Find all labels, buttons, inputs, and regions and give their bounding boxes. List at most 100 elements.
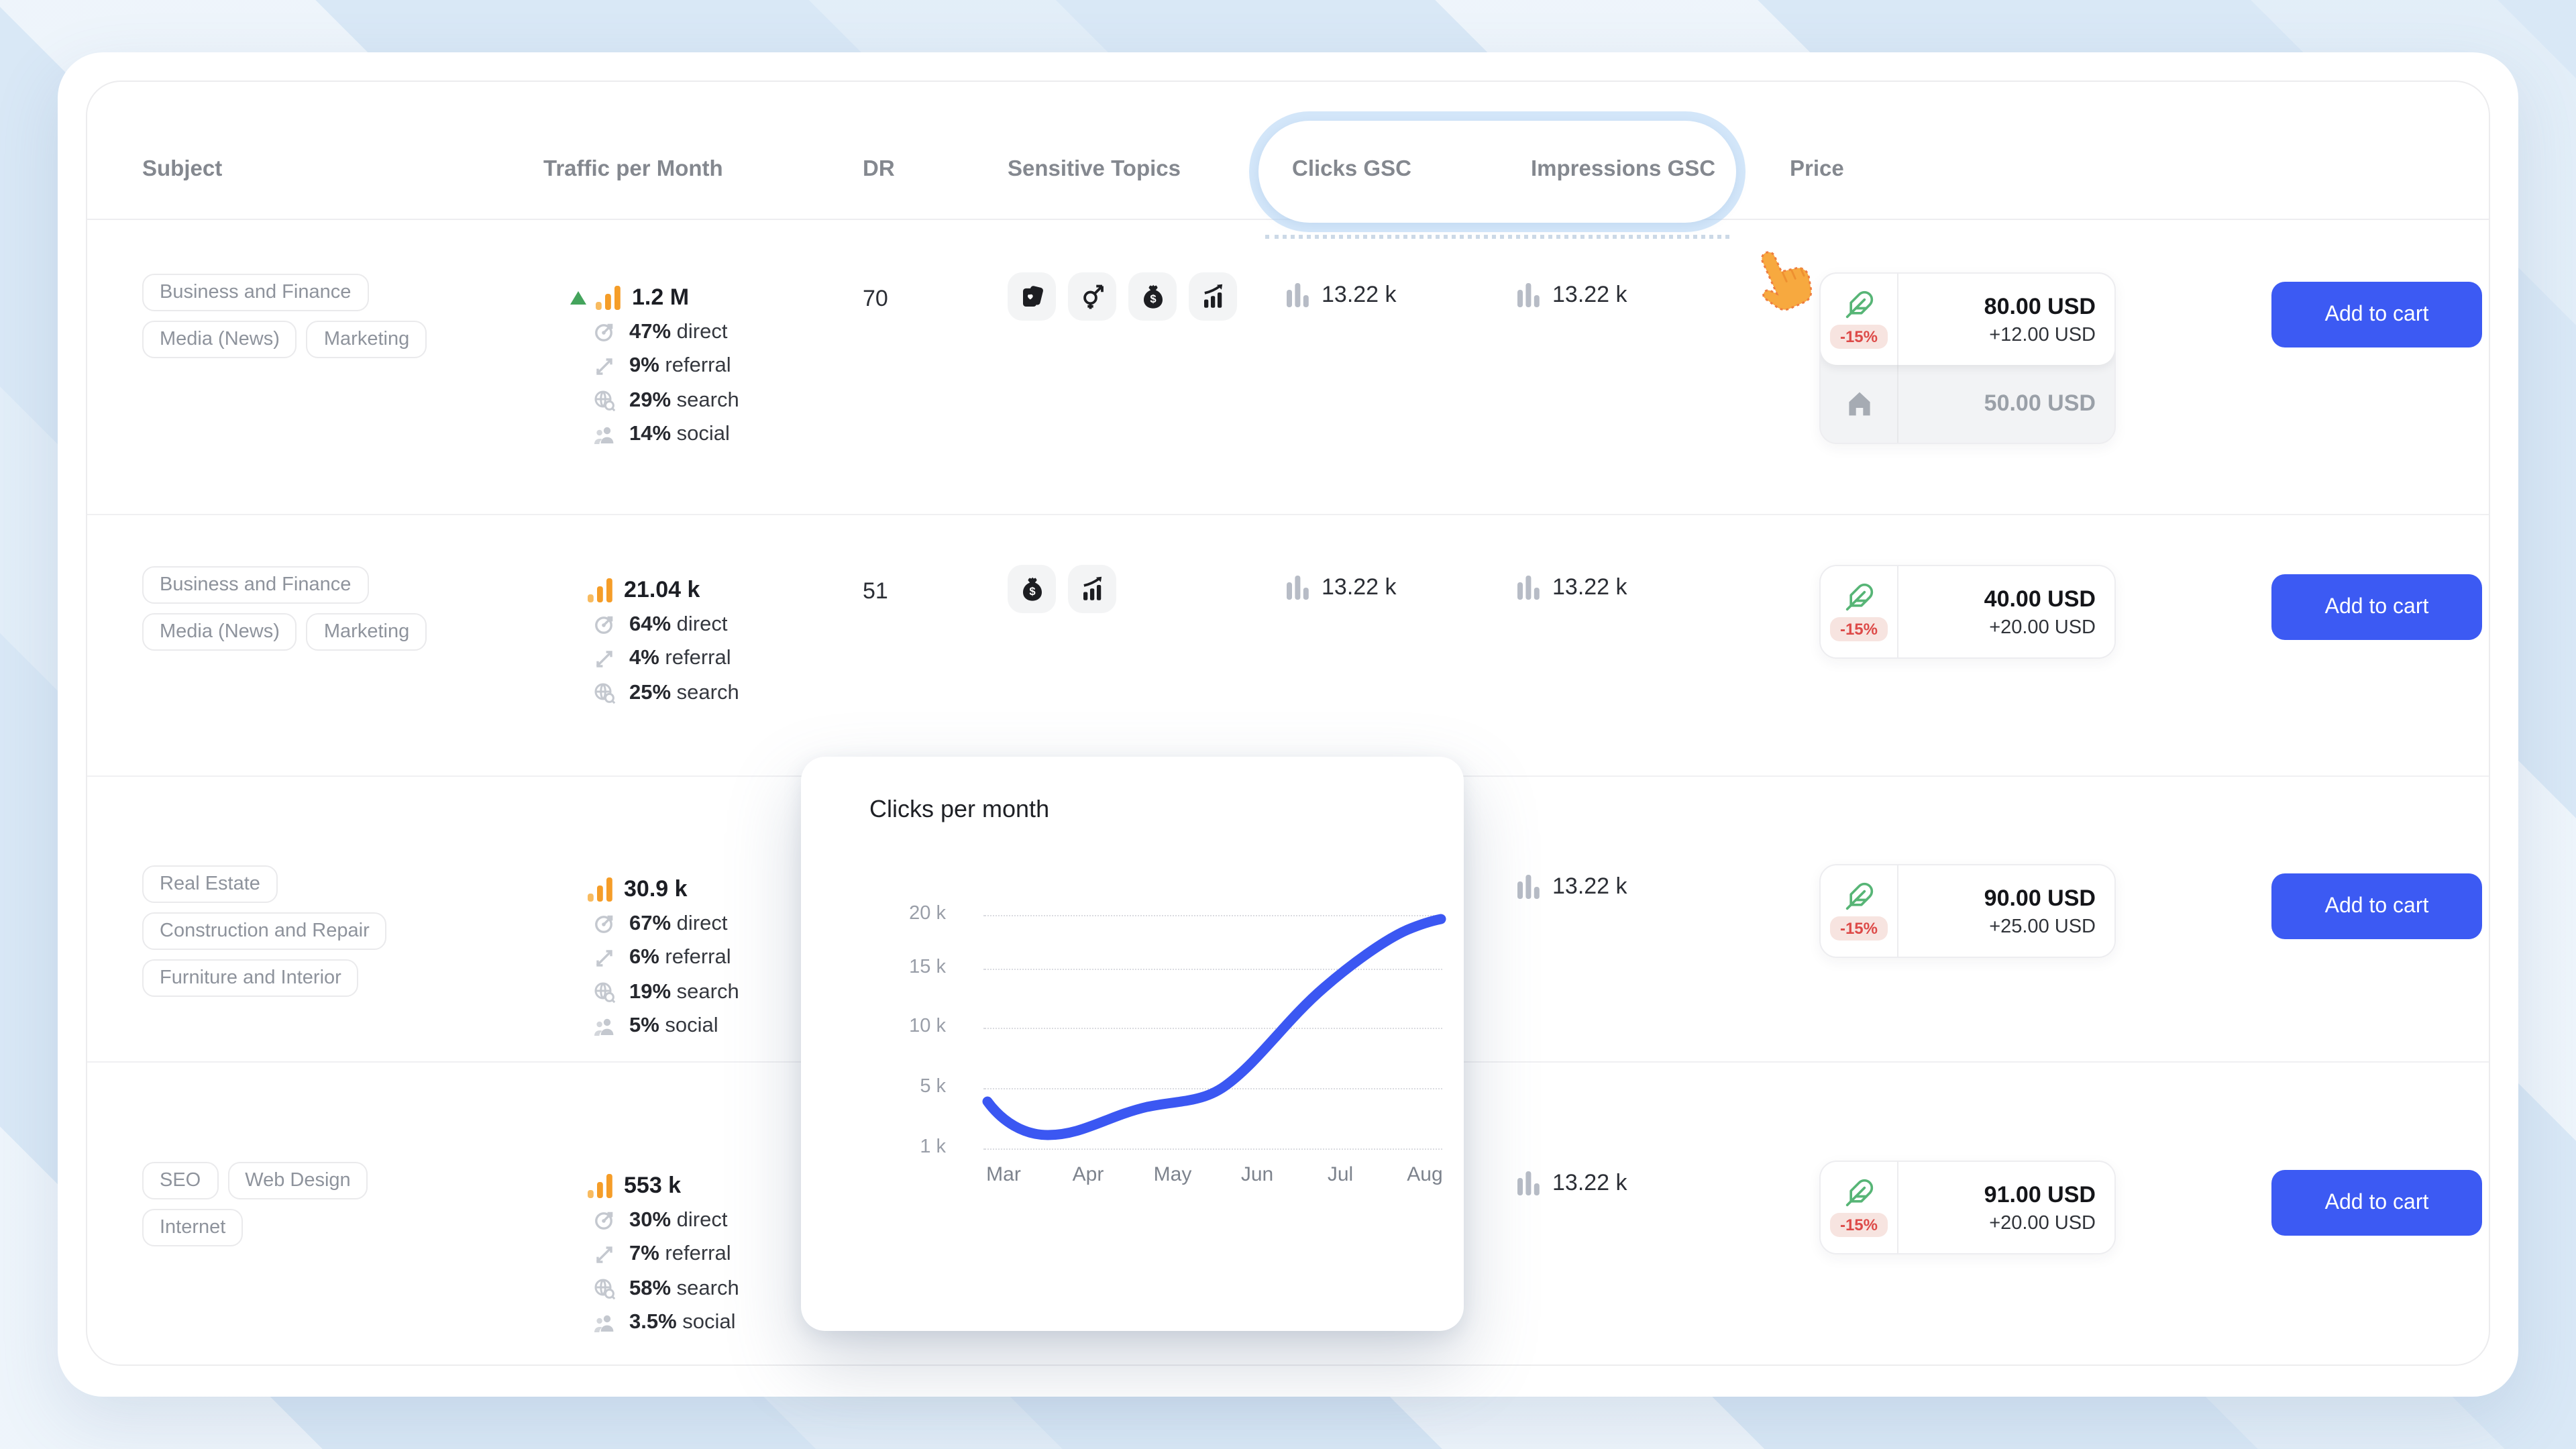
header-subject: Subject — [142, 157, 223, 181]
feather-icon — [1845, 882, 1873, 910]
impressions-gsc-value: 13.22 k — [1504, 1063, 1772, 1364]
tag[interactable]: Furniture and Interior — [142, 959, 359, 997]
price-extra: +20.00 USD — [1989, 616, 2096, 638]
traffic-source: 5% social — [629, 1014, 718, 1038]
table-row: Real Estate Construction and Repair Furn… — [87, 775, 2489, 1061]
price-card[interactable]: -15% 80.00 USD +12.00 USD 50.00 USD — [1819, 272, 2116, 444]
x-tick: Jun — [1240, 1163, 1274, 1186]
traffic-source: 67% direct — [629, 912, 728, 935]
table-row: Business and Finance Media (News) Market… — [87, 514, 2489, 775]
tag[interactable]: Web Design — [227, 1162, 368, 1199]
tag[interactable]: Media (News) — [142, 613, 297, 651]
feather-icon — [1845, 583, 1873, 611]
gsc-columns-highlight-pill[interactable] — [1258, 121, 1736, 223]
y-tick: 1 k — [920, 1136, 946, 1158]
search-icon — [594, 1279, 616, 1300]
traffic-source: 29% search — [629, 388, 739, 412]
tag[interactable]: Business and Finance — [142, 566, 369, 604]
add-to-cart-button[interactable]: Add to cart — [2271, 1170, 2482, 1236]
impressions-gsc-value: 13.22 k — [1504, 220, 1772, 514]
traffic-per-month: 1.2 M 47% direct 9% referral 29% search … — [538, 220, 847, 514]
traffic-per-month: 21.04 k 64% direct 4% referral 25% searc… — [538, 515, 847, 775]
bar-chart-icon — [1287, 576, 1309, 600]
discount-badge: -15% — [1830, 617, 1887, 641]
traffic-source: 58% search — [629, 1277, 739, 1300]
add-to-cart-button[interactable]: Add to cart — [2271, 282, 2482, 347]
table-panel: Subject Traffic per Month DR Sensitive T… — [86, 80, 2490, 1366]
traffic-source: 30% direct — [629, 1208, 728, 1232]
bar-chart-icon — [1287, 283, 1309, 307]
feather-icon — [1845, 1179, 1873, 1207]
feather-icon — [1845, 290, 1873, 319]
tag[interactable]: Media (News) — [142, 321, 297, 358]
tag[interactable]: SEO — [142, 1162, 219, 1199]
traffic-bars-icon — [588, 578, 612, 602]
money-bag-icon: $ — [1128, 272, 1177, 321]
referral-icon — [596, 358, 612, 375]
price-card[interactable]: -15% 40.00 USD +20.00 USD — [1819, 565, 2116, 659]
table-row: SEO Web Design Internet 553 k 30% direct… — [87, 1061, 2489, 1364]
x-tick: Jul — [1327, 1163, 1354, 1186]
price-extra: +12.00 USD — [1989, 324, 2096, 345]
price-cell: -15% 40.00 USD +20.00 USD — [1772, 515, 2148, 775]
tag[interactable]: Construction and Repair — [142, 912, 387, 950]
traffic-source: 64% direct — [629, 612, 728, 636]
header-price: Price — [1790, 157, 1844, 181]
price-card[interactable]: -15% 90.00 USD +25.00 USD — [1819, 864, 2116, 958]
search-icon — [594, 684, 616, 704]
header-dr: DR — [863, 157, 895, 181]
dr-value: 51 — [863, 578, 888, 604]
price-base: 50.00 USD — [1984, 390, 2096, 416]
price-main: 90.00 USD — [1984, 885, 2096, 910]
subject-tags: Business and Finance Media (News) Market… — [87, 515, 538, 775]
direct-icon — [595, 616, 613, 635]
bar-chart-icon — [1517, 1171, 1540, 1195]
x-tick: Apr — [1072, 1163, 1104, 1186]
tag[interactable]: Marketing — [306, 613, 427, 651]
traffic-source: 9% referral — [629, 354, 731, 378]
price-cell: -15% 90.00 USD +25.00 USD — [1772, 777, 2148, 1061]
y-tick: 10 k — [909, 1016, 946, 1037]
traffic-source: 3.5% social — [629, 1311, 736, 1334]
header-impressions-gsc[interactable]: Impressions GSC — [1531, 157, 1716, 181]
tag[interactable]: Internet — [142, 1209, 244, 1246]
discount-badge: -15% — [1830, 325, 1887, 349]
direct-icon — [595, 324, 613, 342]
y-tick: 15 k — [909, 957, 946, 978]
dr-value: 70 — [863, 286, 888, 311]
table-row: Business and Finance Media (News) Market… — [87, 220, 2489, 514]
popup-title: Clicks per month — [869, 796, 1050, 822]
tag[interactable]: Business and Finance — [142, 274, 369, 311]
price-extra: +20.00 USD — [1989, 1212, 2096, 1234]
header-traffic: Traffic per Month — [543, 157, 723, 181]
clicks-line-chart — [982, 914, 1446, 1140]
header-clicks-gsc[interactable]: Clicks GSC — [1292, 157, 1411, 181]
discount-badge: -15% — [1830, 1213, 1887, 1237]
traffic-source: 14% social — [629, 423, 730, 446]
subject-tags: Business and Finance Media (News) Market… — [87, 220, 538, 514]
traffic-total: 553 k — [624, 1173, 682, 1198]
traffic-total: 30.9 k — [624, 876, 688, 902]
svg-text:$: $ — [1028, 584, 1034, 597]
price-card[interactable]: -15% 91.00 USD +20.00 USD — [1819, 1161, 2116, 1254]
referral-icon — [596, 1246, 612, 1263]
subject-tags: SEO Web Design Internet — [87, 1063, 538, 1364]
base-price-option[interactable]: 50.00 USD — [1821, 365, 2114, 443]
money-bag-icon: $ — [1008, 565, 1056, 613]
price-main: 80.00 USD — [1984, 293, 2096, 319]
chart-growth-icon — [1189, 272, 1237, 321]
gender-icon — [1068, 272, 1116, 321]
search-icon — [594, 391, 616, 412]
social-icon — [594, 1315, 614, 1332]
traffic-source: 25% search — [629, 681, 739, 704]
tag[interactable]: Real Estate — [142, 865, 278, 903]
add-to-cart-button[interactable]: Add to cart — [2271, 873, 2482, 939]
price-cell: -15% 91.00 USD +20.00 USD — [1772, 1063, 2148, 1364]
trend-up-icon — [570, 291, 586, 305]
add-to-cart-button[interactable]: Add to cart — [2271, 574, 2482, 640]
bar-chart-icon — [1517, 283, 1540, 307]
x-tick: Mar — [986, 1163, 1021, 1186]
tag[interactable]: Marketing — [306, 321, 427, 358]
bar-chart-icon — [1517, 875, 1540, 899]
